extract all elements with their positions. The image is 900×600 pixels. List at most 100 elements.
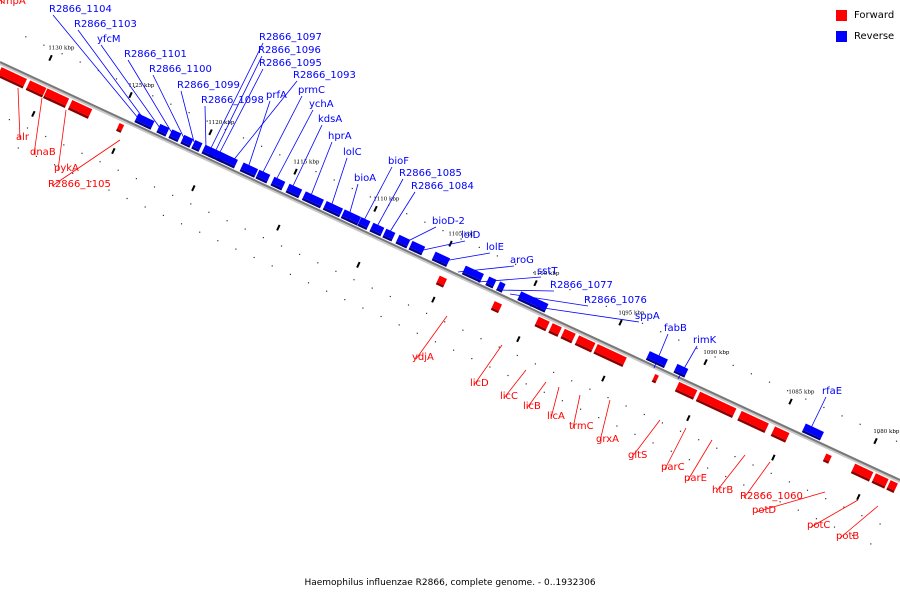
reverse-gene-body <box>370 222 385 235</box>
dot <box>533 272 535 274</box>
gene-label-alr: alr <box>16 132 30 143</box>
reverse-gene-shade <box>461 271 481 283</box>
dot <box>307 282 310 284</box>
dot <box>643 413 645 416</box>
reverse-gene <box>645 351 668 369</box>
reverse-gene <box>255 169 271 184</box>
gene-label-r2866-1076: R2866_1076 <box>584 295 647 306</box>
reverse-gene <box>801 423 824 441</box>
dot <box>317 262 319 264</box>
reverse-gene-body <box>518 291 549 311</box>
reverse-gene-shade <box>180 141 191 148</box>
reverse-gene-shade <box>496 287 503 293</box>
forward-gene <box>695 391 737 419</box>
reverse-gene <box>301 191 324 209</box>
gene-label-trmc: trmC <box>569 421 594 432</box>
forward-gene-shade <box>651 379 657 384</box>
dot <box>732 364 734 366</box>
kbp-tick-mark <box>48 54 53 62</box>
dot <box>297 162 299 164</box>
gene-label-hpra: hprA <box>328 131 352 142</box>
dot <box>460 238 462 240</box>
reverse-gene <box>180 134 194 148</box>
dot <box>833 526 836 528</box>
forward-gene-shade <box>435 281 445 288</box>
dot <box>72 172 74 174</box>
leader-biof <box>360 166 393 227</box>
forward-gene-shade <box>822 458 830 464</box>
dot <box>217 240 219 242</box>
leader-r2866-1077 <box>495 289 555 292</box>
forward-gene-body <box>0 67 27 87</box>
dot <box>616 425 618 427</box>
dot <box>389 295 391 298</box>
leader-pare <box>687 439 713 481</box>
legend-reverse: Reverse <box>836 29 894 43</box>
reverse-gene <box>357 217 371 230</box>
dot <box>553 371 555 373</box>
gene-label-licc: licC <box>500 391 518 402</box>
gene-label-grxa: grxA <box>596 434 619 445</box>
forward-gene <box>850 463 874 482</box>
gene-label-sstt: sstT <box>537 266 558 277</box>
forward-gene <box>42 88 70 109</box>
dot <box>841 415 843 417</box>
dot <box>471 358 473 360</box>
leader-r2866-1084 <box>385 191 416 239</box>
reverse-gene-body <box>216 151 238 167</box>
forward-gene-shade <box>0 74 24 89</box>
kbp-tick-mark-lower <box>771 454 776 461</box>
leader-alr <box>17 87 21 140</box>
reverse-gene <box>239 162 259 178</box>
dot <box>172 194 174 196</box>
dot <box>153 186 156 188</box>
forward-gene <box>534 316 550 332</box>
dot <box>714 356 716 358</box>
gene-label-htrb: htrB <box>712 485 733 496</box>
genome-backbone <box>0 61 900 483</box>
dot <box>369 196 371 198</box>
reverse-gene <box>673 363 689 378</box>
gene-label-impa: impA <box>0 0 26 7</box>
dot <box>115 78 118 80</box>
forward-gene-shade <box>534 323 547 332</box>
dot <box>725 475 727 478</box>
reverse-gene-shade <box>517 297 546 313</box>
kbp-tick-mark-lower <box>111 147 116 155</box>
dot <box>315 171 317 173</box>
dot <box>206 120 208 122</box>
forward-gene-shade <box>695 398 734 419</box>
leader-r2866-1103 <box>77 29 147 123</box>
dot <box>569 289 571 291</box>
forward-gene <box>651 374 659 384</box>
forward-gene-body <box>738 410 769 431</box>
gene-label-rfae: rfaE <box>822 386 842 397</box>
kbp-ticks: 1130 kbp 1125 kbp 1120 kbp 1115 kbp 1110 kbp… <box>31 46 900 501</box>
leader-potc <box>810 499 859 528</box>
reverse-gene-shade <box>673 370 686 378</box>
dot <box>806 489 809 491</box>
dot <box>344 299 346 301</box>
reverse-gene <box>408 240 426 256</box>
reverse-gene <box>395 234 411 249</box>
leader-ycha <box>275 109 314 181</box>
gene-label-r2866-1060: R2866_1060 <box>740 491 803 502</box>
reverse-gene-shade <box>285 190 300 199</box>
dot <box>162 214 164 216</box>
gene-label-biof: bioF <box>388 156 409 167</box>
legend-forward-label: Forward <box>854 9 895 21</box>
forward-gene <box>490 301 503 314</box>
reverse-gene-shade <box>382 235 393 242</box>
dot <box>607 397 609 399</box>
dot <box>779 501 781 503</box>
reverse-gene <box>168 129 182 143</box>
leader-grxa <box>599 399 611 442</box>
dot <box>117 169 119 171</box>
leader-ydja <box>415 315 448 360</box>
forward-gene <box>770 426 790 443</box>
dot <box>144 206 146 208</box>
dot <box>679 430 682 432</box>
dot <box>326 290 328 292</box>
dot <box>859 423 861 425</box>
